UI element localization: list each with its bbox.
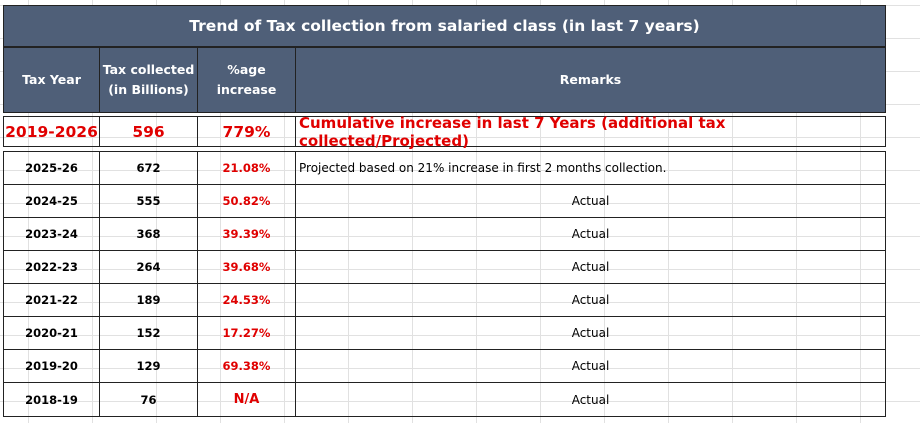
summary-row: 2019-2026 596 779% Cumulative increase i…: [3, 114, 886, 150]
header-tax-collected-line1: Tax collected: [102, 62, 195, 77]
summary-amount[interactable]: 596: [100, 116, 198, 147]
table-row: 2024-25 555 50.82% Actual: [4, 185, 885, 218]
table-row: 2020-21 152 17.27% Actual: [4, 317, 885, 350]
table-row: 2018-19 76 N/A Actual: [4, 383, 885, 416]
table-row: 2022-23 264 39.68% Actual: [4, 251, 885, 284]
table-row: 2025-26 672 21.08% Projected based on 21…: [4, 152, 885, 185]
cell-year[interactable]: 2020-21: [4, 317, 100, 349]
cell-increase[interactable]: 69.38%: [198, 350, 296, 382]
cell-collected[interactable]: 555: [100, 185, 198, 217]
cell-remarks[interactable]: Projected based on 21% increase in first…: [299, 161, 667, 175]
cell-year[interactable]: 2023-24: [4, 218, 100, 250]
cell-collected[interactable]: 672: [100, 152, 198, 184]
cell-increase[interactable]: 17.27%: [198, 317, 296, 349]
cell-year[interactable]: 2022-23: [4, 251, 100, 283]
header-increase[interactable]: %age increase: [198, 47, 296, 113]
cell-collected[interactable]: 129: [100, 350, 198, 382]
summary-increase[interactable]: 779%: [198, 116, 296, 147]
header-tax-collected-line2: (in Billions): [108, 82, 189, 97]
summary-period[interactable]: 2019-2026: [3, 116, 100, 147]
cell-increase[interactable]: 39.68%: [198, 251, 296, 283]
table-row: 2021-22 189 24.53% Actual: [4, 284, 885, 317]
cell-year[interactable]: 2018-19: [4, 383, 100, 416]
table-title[interactable]: Trend of Tax collection from salaried cl…: [3, 5, 886, 47]
cell-remarks[interactable]: Actual: [571, 392, 610, 407]
data-table: 2025-26 672 21.08% Projected based on 21…: [3, 151, 886, 417]
cell-remarks[interactable]: Actual: [571, 293, 610, 307]
summary-remarks[interactable]: Cumulative increase in last 7 Years (add…: [296, 114, 886, 150]
cell-collected[interactable]: 152: [100, 317, 198, 349]
cell-increase[interactable]: 39.39%: [198, 218, 296, 250]
cell-year[interactable]: 2025-26: [4, 152, 100, 184]
header-tax-collected[interactable]: Tax collected (in Billions): [100, 47, 198, 113]
cell-remarks[interactable]: Actual: [571, 359, 610, 373]
cell-collected[interactable]: 76: [100, 383, 198, 416]
table-row: 2019-20 129 69.38% Actual: [4, 350, 885, 383]
cell-year[interactable]: 2021-22: [4, 284, 100, 316]
cell-remarks[interactable]: Actual: [571, 260, 610, 274]
cell-remarks[interactable]: Actual: [571, 194, 610, 208]
header-increase-line2: increase: [216, 82, 277, 97]
header-tax-year[interactable]: Tax Year: [3, 47, 100, 113]
cell-remarks[interactable]: Actual: [571, 227, 610, 241]
cell-increase[interactable]: 24.53%: [198, 284, 296, 316]
cell-remarks[interactable]: Actual: [571, 326, 610, 340]
cell-increase[interactable]: 50.82%: [198, 185, 296, 217]
cell-collected[interactable]: 264: [100, 251, 198, 283]
header-row: Tax Year Tax collected (in Billions) %ag…: [3, 47, 886, 113]
cell-year[interactable]: 2019-20: [4, 350, 100, 382]
table-row: 2023-24 368 39.39% Actual: [4, 218, 885, 251]
header-remarks[interactable]: Remarks: [296, 47, 886, 113]
cell-increase[interactable]: N/A: [198, 383, 296, 416]
cell-collected[interactable]: 189: [100, 284, 198, 316]
cell-year[interactable]: 2024-25: [4, 185, 100, 217]
cell-collected[interactable]: 368: [100, 218, 198, 250]
cell-increase[interactable]: 21.08%: [198, 152, 296, 184]
header-increase-line1: %age: [227, 62, 266, 77]
